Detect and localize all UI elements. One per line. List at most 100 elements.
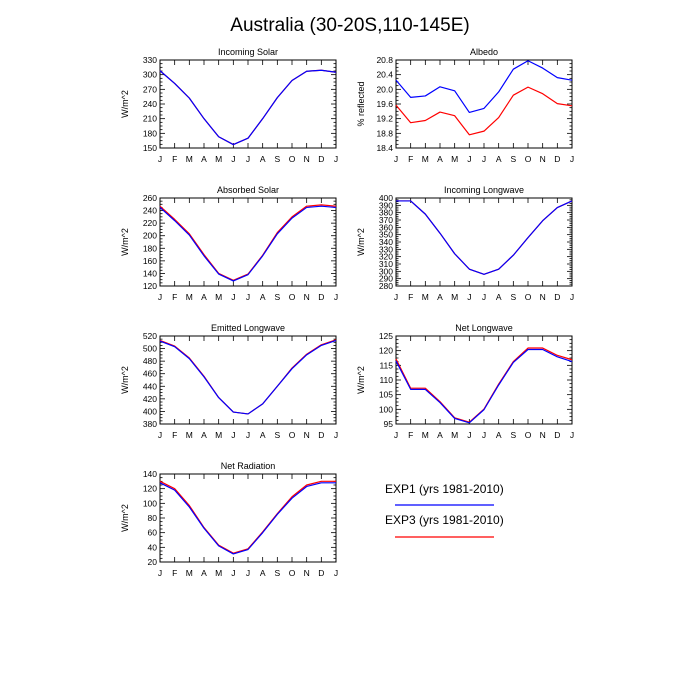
y-tick-label: 390 (379, 200, 393, 210)
series-line-exp3 (159, 480, 336, 554)
y-tick-label: 125 (379, 331, 393, 341)
y-axis-label: % reflected (356, 81, 366, 126)
y-axis-label: W/m^2 (356, 228, 366, 256)
x-tick-label: J (570, 292, 574, 302)
y-tick-label: 380 (143, 419, 157, 429)
x-tick-label: F (408, 154, 413, 164)
series-line-exp3 (159, 204, 337, 281)
x-tick-label: J (231, 568, 235, 578)
y-tick-label: 60 (148, 528, 158, 538)
x-tick-label: F (172, 154, 177, 164)
y-tick-label: 480 (143, 356, 157, 366)
x-tick-label: J (570, 154, 574, 164)
y-tick-label: 500 (143, 344, 157, 354)
series-line-exp1 (395, 60, 573, 114)
y-tick-label: 320 (379, 252, 393, 262)
x-tick-label: J (482, 154, 486, 164)
y-tick-label: 340 (379, 237, 393, 247)
y-tick-label: 80 (148, 513, 158, 523)
panel-title: Absorbed Solar (217, 185, 279, 195)
y-tick-label: 120 (143, 484, 157, 494)
y-tick-label: 420 (143, 394, 157, 404)
y-tick-label: 100 (379, 404, 393, 414)
y-axis-label: W/m^2 (356, 366, 366, 394)
y-tick-label: 20.8 (376, 55, 393, 65)
y-tick-label: 20.0 (376, 84, 393, 94)
x-tick-label: M (186, 154, 193, 164)
legend-label-exp1: EXP1 (yrs 1981-2010) (385, 482, 504, 496)
x-tick-label: N (304, 568, 310, 578)
panel-title: Incoming Solar (218, 47, 278, 57)
y-tick-label: 310 (379, 259, 393, 269)
y-tick-label: 105 (379, 390, 393, 400)
y-axis-label: W/m^2 (120, 366, 130, 394)
x-tick-label: S (510, 154, 516, 164)
x-tick-label: O (289, 430, 296, 440)
legend: EXP1 (yrs 1981-2010) EXP3 (yrs 1981-2010… (385, 482, 504, 538)
y-axis-label: W/m^2 (120, 228, 130, 256)
series-line-exp1 (396, 200, 573, 275)
x-tick-label: M (186, 292, 193, 302)
x-tick-label: A (437, 292, 443, 302)
y-tick-label: 400 (143, 406, 157, 416)
panel-title: Net Radiation (221, 461, 276, 471)
x-tick-label: J (467, 154, 471, 164)
x-tick-label: F (408, 292, 413, 302)
panels: Incoming Solar W/m^2 150 180 210 240 270 300 330… (120, 47, 574, 578)
series-line-exp1 (159, 339, 337, 415)
y-tick-label: 18.4 (376, 143, 393, 153)
y-tick-label: 240 (143, 99, 157, 109)
x-tick-label: J (334, 568, 338, 578)
x-tick-label: J (246, 154, 250, 164)
x-tick-label: O (525, 292, 532, 302)
x-tick-label: A (201, 154, 207, 164)
y-tick-label: 95 (384, 419, 394, 429)
x-tick-label: D (554, 154, 560, 164)
x-tick-label: N (304, 292, 310, 302)
y-tick-label: 370 (379, 215, 393, 225)
x-tick-label: F (172, 292, 177, 302)
x-tick-label: M (451, 292, 458, 302)
x-tick-label: A (201, 430, 207, 440)
x-tick-label: J (231, 292, 235, 302)
x-tick-label: S (274, 292, 280, 302)
x-tick-label: O (525, 154, 532, 164)
panel-albedo: Albedo % reflected 18.4 18.8 19.2 19.6 20.0 20.… (356, 47, 574, 164)
x-tick-label: A (496, 430, 502, 440)
x-tick-label: O (525, 430, 532, 440)
y-tick-label: 240 (143, 206, 157, 216)
y-tick-label: 330 (379, 244, 393, 254)
y-tick-label: 180 (143, 128, 157, 138)
x-tick-label: J (482, 292, 486, 302)
y-tick-label: 20.4 (376, 70, 393, 80)
x-tick-label: A (260, 154, 266, 164)
x-tick-label: M (451, 430, 458, 440)
panel-emitted-longwave: Emitted Longwave W/m^2 380 400 420 440 460 480 5… (120, 323, 338, 440)
panel-incoming-longwave: Incoming Longwave W/m^2 280290300310320330… (356, 185, 574, 302)
y-tick-label: 440 (143, 381, 157, 391)
y-tick-label: 160 (143, 256, 157, 266)
legend-label-exp3: EXP3 (yrs 1981-2010) (385, 513, 504, 527)
x-tick-label: J (158, 292, 162, 302)
x-tick-label: M (186, 568, 193, 578)
y-tick-label: 120 (379, 346, 393, 356)
x-tick-label: A (437, 430, 443, 440)
x-tick-label: M (422, 292, 429, 302)
x-tick-label: J (394, 430, 398, 440)
y-tick-label: 110 (379, 375, 393, 385)
y-tick-label: 19.6 (376, 99, 393, 109)
x-tick-label: D (554, 292, 560, 302)
x-tick-label: M (215, 292, 222, 302)
x-tick-label: J (467, 430, 471, 440)
x-tick-label: O (289, 292, 296, 302)
x-tick-label: J (246, 292, 250, 302)
series-line-exp1 (159, 205, 337, 282)
y-tick-label: 20 (148, 557, 158, 567)
x-tick-label: J (158, 154, 162, 164)
x-tick-label: M (215, 154, 222, 164)
x-tick-label: J (394, 154, 398, 164)
x-tick-label: J (334, 154, 338, 164)
x-tick-label: N (540, 430, 546, 440)
x-tick-label: D (318, 430, 324, 440)
